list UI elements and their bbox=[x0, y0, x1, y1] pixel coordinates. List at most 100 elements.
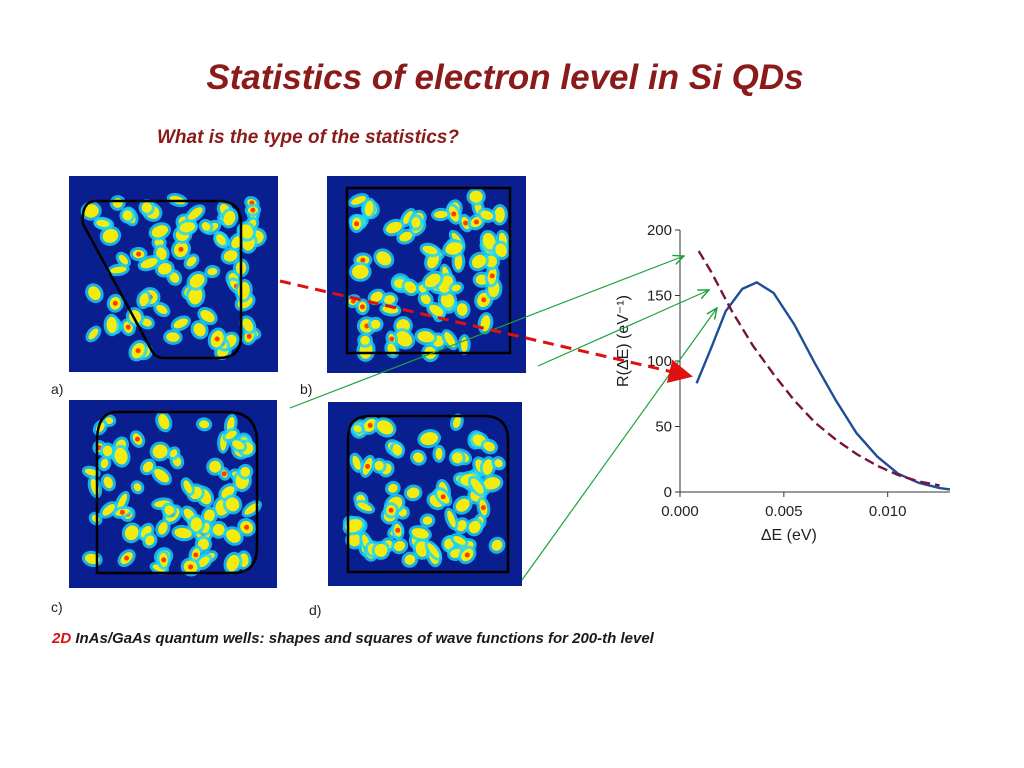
wave-blob bbox=[124, 525, 139, 541]
wave-blob bbox=[468, 520, 481, 534]
wave-blob bbox=[173, 318, 188, 329]
wave-blob bbox=[447, 510, 456, 528]
wave-blob bbox=[420, 432, 439, 446]
wave-blob bbox=[364, 200, 374, 217]
wave-blob bbox=[435, 447, 443, 460]
wave-blob bbox=[203, 509, 215, 522]
wave-blob-core bbox=[489, 273, 495, 279]
wave-blob bbox=[157, 263, 172, 275]
wave-blob bbox=[88, 328, 99, 340]
wave-blob bbox=[169, 449, 178, 458]
x-tick-label: 0.010 bbox=[869, 503, 907, 520]
wave-blob bbox=[357, 502, 373, 512]
wave-blob bbox=[482, 232, 496, 250]
slide-title: Statistics of electron level in Si QDs bbox=[206, 58, 804, 97]
x-axis-label: ΔE (eV) bbox=[761, 527, 817, 544]
wave-blob bbox=[402, 210, 414, 225]
wave-blob bbox=[174, 527, 192, 539]
caption-text: InAs/GaAs quantum wells: shapes and squa… bbox=[71, 630, 654, 647]
wave-blob bbox=[483, 441, 496, 452]
wave-blob bbox=[483, 477, 501, 490]
wave-blob bbox=[154, 468, 170, 483]
wave-blob-core bbox=[193, 552, 199, 558]
solid-series-line bbox=[695, 281, 951, 491]
wave-blob bbox=[226, 529, 241, 543]
wave-blob bbox=[158, 414, 170, 430]
wave-blob bbox=[156, 304, 168, 315]
wave-blob-core bbox=[119, 509, 125, 515]
x-tick-label: 0.005 bbox=[765, 503, 803, 520]
slide-caption: 2D InAs/GaAs quantum wells: shapes and s… bbox=[52, 630, 654, 647]
wave-blob-core bbox=[112, 300, 118, 306]
y-tick-label: 50 bbox=[655, 419, 672, 436]
wave-blob-core bbox=[250, 207, 256, 213]
wave-blob bbox=[494, 207, 505, 223]
wave-blob bbox=[394, 540, 406, 552]
wave-blob bbox=[88, 286, 101, 301]
wave-blob-core bbox=[221, 471, 227, 477]
wave-blob-core bbox=[246, 333, 252, 339]
wave-blob bbox=[374, 543, 388, 557]
wave-blob-core bbox=[360, 304, 365, 310]
wave-blob bbox=[411, 217, 421, 228]
wave-blob bbox=[164, 505, 175, 516]
wave-blob-core bbox=[440, 494, 446, 500]
wave-blob bbox=[156, 247, 167, 261]
wave-blob bbox=[451, 452, 463, 464]
wave-blob-core bbox=[136, 251, 142, 257]
y-tick-label: 100 bbox=[647, 353, 672, 370]
wave-blob bbox=[242, 318, 254, 332]
wave-blob-core bbox=[214, 336, 220, 342]
wave-blob-core bbox=[395, 527, 401, 533]
wave-blob bbox=[83, 204, 99, 218]
y-tick-label: 0 bbox=[664, 484, 672, 501]
panel-c-label: c) bbox=[51, 599, 63, 615]
wave-blob bbox=[189, 273, 205, 288]
wave-blob bbox=[151, 225, 168, 238]
y-tick-label: 150 bbox=[647, 288, 672, 305]
wave-blob bbox=[453, 535, 466, 545]
wave-blob bbox=[199, 420, 210, 429]
panel-b bbox=[327, 176, 526, 373]
panel-a-label: a) bbox=[51, 381, 64, 397]
wave-blob bbox=[456, 520, 467, 532]
wave-blob bbox=[351, 195, 367, 205]
y-tick-label: 200 bbox=[647, 222, 672, 239]
wave-blob bbox=[117, 493, 128, 510]
wave-blob bbox=[240, 466, 251, 477]
wave-blob-core bbox=[135, 348, 141, 354]
wavefunction-b-image bbox=[345, 186, 512, 363]
wave-blob bbox=[188, 286, 203, 305]
wave-blob bbox=[200, 309, 215, 323]
wave-blob bbox=[377, 420, 394, 435]
wave-blob bbox=[480, 210, 494, 220]
wave-blob bbox=[102, 504, 116, 516]
wave-blob bbox=[399, 231, 413, 242]
wave-blob bbox=[411, 528, 429, 539]
wave-blob-core bbox=[188, 564, 194, 570]
wave-blob bbox=[103, 476, 113, 489]
wave-blob bbox=[179, 222, 196, 233]
wave-blob bbox=[444, 538, 454, 550]
wave-blob bbox=[142, 461, 154, 473]
wavefunction-c-image bbox=[81, 410, 262, 577]
wave-blob bbox=[96, 219, 110, 228]
wave-blob-core bbox=[354, 221, 360, 227]
wave-blob-core bbox=[451, 211, 457, 217]
wave-blob bbox=[494, 459, 503, 468]
x-tick-label: 0.000 bbox=[661, 503, 699, 520]
wave-blob bbox=[110, 266, 127, 274]
wave-blob bbox=[452, 416, 461, 428]
wave-blob bbox=[413, 452, 424, 463]
wave-blob bbox=[388, 483, 398, 493]
wave-blob bbox=[216, 234, 226, 246]
wave-blob bbox=[166, 332, 180, 342]
wave-blob bbox=[353, 425, 362, 432]
wave-blob bbox=[469, 190, 483, 203]
wave-blob-core bbox=[481, 297, 487, 303]
wave-blob-core bbox=[244, 524, 250, 530]
wave-blob bbox=[201, 222, 211, 231]
wave-blob-core bbox=[124, 555, 130, 561]
wave-blob bbox=[100, 458, 109, 469]
wave-blob bbox=[187, 207, 203, 220]
